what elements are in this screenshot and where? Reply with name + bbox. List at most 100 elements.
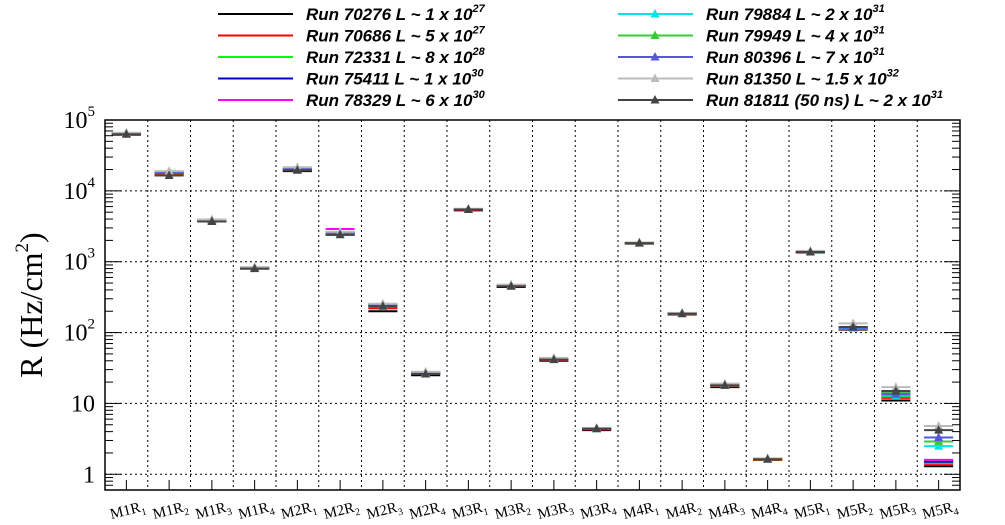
x-category-main: M3R (536, 500, 570, 523)
legend-label-exponent: 31 (872, 46, 884, 58)
x-category-sub: 3 (739, 506, 747, 518)
x-category-main: M4R (707, 500, 741, 523)
legend-label: Run 81350 L ~ 1.5 x 1032 (706, 68, 899, 89)
y-tick-base: 10 (64, 108, 88, 134)
legend-item: Run 72331 L ~ 8 x 1028 (218, 46, 486, 67)
data-point (934, 425, 944, 434)
data-point (549, 354, 559, 364)
y-tick-base: 10 (64, 250, 88, 276)
legend-label: Run 79949 L ~ 4 x 1031 (706, 25, 885, 46)
data-point (207, 216, 217, 225)
data-point (292, 165, 302, 174)
plot-frame (104, 119, 961, 491)
y-tick-label: 104 (64, 175, 96, 205)
data-marks (111, 127, 954, 468)
legend-label: Run 75411 L ~ 1 x 1030 (306, 68, 484, 89)
x-category-sub: 1 (311, 506, 319, 518)
series-1 (111, 133, 954, 465)
x-category-label: M2R4 (408, 499, 447, 525)
x-category-sub: 4 (440, 506, 448, 518)
y-label-exponent: 2 (12, 243, 33, 253)
data-point (934, 432, 944, 442)
x-category-main: M5R (878, 500, 912, 523)
x-category-main: M2R (322, 500, 356, 523)
x-axis: M1R1 M1R2 M1R3 M1R4 M2R1 M2R2 M2R3 M2R4 M3R1 M3R2… (109, 480, 961, 525)
y-tick-label: 105 (64, 104, 96, 134)
x-category-label: M1R1 (109, 499, 148, 525)
legend-item: Run 78329 L ~ 6 x 1030 (218, 89, 486, 110)
x-category-main: M2R (365, 500, 399, 523)
x-category-label: M4R4 (750, 499, 789, 525)
data-point (677, 308, 687, 318)
legend-label: Run 72331 L ~ 8 x 1028 (306, 46, 486, 67)
series-2 (111, 132, 954, 464)
x-category-main: M3R (579, 500, 613, 523)
x-category-main: M3R (451, 500, 485, 523)
grid (105, 120, 960, 490)
x-category-main: M1R (109, 500, 143, 523)
y-tick-label: 103 (64, 246, 96, 276)
x-category-sub: 3 (568, 506, 576, 518)
data-point (891, 385, 901, 395)
x-category-label: M3R1 (451, 499, 490, 525)
legend-label-text: Run 75411 L ~ 1 x 10 (306, 70, 472, 89)
x-category-sub: 1 (140, 506, 148, 518)
legend-label: Run 81811 (50 ns) L ~ 2 x 1031 (706, 89, 943, 110)
legend-label: Run 70686 L ~ 5 x 1027 (306, 25, 486, 46)
x-category-sub: 1 (653, 506, 661, 518)
y-label-main: R (Hz/cm (13, 252, 49, 377)
legend-marker (650, 73, 660, 82)
y-tick-exponent: 4 (88, 175, 96, 191)
legend-item: Run 79884 L ~ 2 x 1031 (618, 3, 885, 24)
legend-label-exponent: 32 (887, 68, 899, 80)
legend-marker (650, 30, 660, 39)
x-category-main: M1R (194, 500, 228, 523)
x-category-label: M1R3 (194, 499, 233, 525)
legend-marker (650, 9, 660, 18)
legend-label-text: Run 78329 L ~ 6 x 10 (306, 91, 473, 110)
x-category-label: M3R4 (579, 499, 618, 525)
data-point (805, 247, 815, 256)
legend-label-exponent: 28 (471, 46, 485, 58)
legend-label-text: Run 79949 L ~ 4 x 10 (706, 27, 873, 46)
legend-marker (650, 52, 660, 61)
x-category-label: M2R3 (365, 499, 404, 525)
x-category-sub: 2 (183, 506, 191, 518)
legend-label-exponent: 31 (872, 3, 884, 15)
legend-item: Run 70276 L ~ 1 x 1027 (218, 3, 486, 24)
legend-label-text: Run 70276 L ~ 1 x 10 (306, 5, 473, 24)
x-category-label: M2R1 (280, 499, 319, 525)
x-category-sub: 2 (354, 506, 362, 518)
legend-item: Run 81350 L ~ 1.5 x 1032 (618, 68, 899, 89)
y-tick-label: 10 (71, 391, 95, 417)
legend-marker (650, 95, 660, 104)
x-category-sub: 4 (953, 506, 961, 518)
legend-label-text: Run 81811 (50 ns) L ~ 2 x 10 (706, 91, 931, 110)
x-category-label: M4R2 (664, 499, 703, 525)
data-point (463, 204, 473, 214)
x-category-label: M1R4 (237, 499, 276, 525)
y-tick-exponent: 3 (88, 246, 96, 262)
legend-label-exponent: 30 (472, 89, 485, 101)
data-point (121, 129, 131, 138)
data-point (848, 321, 858, 331)
x-category-label: M5R3 (878, 499, 917, 525)
data-point (421, 369, 431, 378)
x-category-label: M4R1 (622, 499, 661, 525)
x-category-label: M4R3 (707, 499, 746, 525)
x-category-sub: 3 (910, 506, 918, 518)
x-category-label: M5R2 (835, 499, 874, 525)
data-point (763, 454, 773, 463)
legend-label-text: Run 79884 L ~ 2 x 10 (706, 5, 873, 24)
x-category-main: M4R (664, 500, 698, 523)
legend-label: Run 78329 L ~ 6 x 1030 (306, 89, 486, 110)
x-category-label: M1R2 (151, 499, 190, 525)
legend-label-exponent: 27 (471, 25, 485, 37)
x-category-main: M1R (151, 500, 185, 523)
legend-label: Run 79884 L ~ 2 x 1031 (706, 3, 885, 24)
x-category-sub: 4 (611, 506, 619, 518)
legend-item: Run 79949 L ~ 4 x 1031 (618, 25, 885, 46)
y-tick-base: 10 (64, 179, 88, 205)
y-tick-label: 102 (64, 317, 96, 347)
